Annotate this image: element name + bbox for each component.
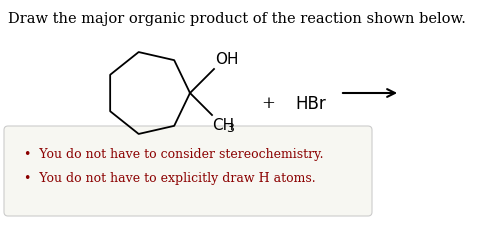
Text: •  You do not have to explicitly draw H atoms.: • You do not have to explicitly draw H a… bbox=[24, 172, 316, 185]
Text: 3: 3 bbox=[226, 122, 234, 135]
FancyBboxPatch shape bbox=[4, 126, 372, 216]
Text: OH: OH bbox=[215, 52, 239, 67]
Text: CH: CH bbox=[212, 118, 234, 133]
Text: HBr: HBr bbox=[295, 95, 326, 113]
Text: +: + bbox=[261, 95, 275, 112]
Text: Draw the major organic product of the reaction shown below.: Draw the major organic product of the re… bbox=[8, 12, 466, 26]
Text: •  You do not have to consider stereochemistry.: • You do not have to consider stereochem… bbox=[24, 148, 324, 161]
